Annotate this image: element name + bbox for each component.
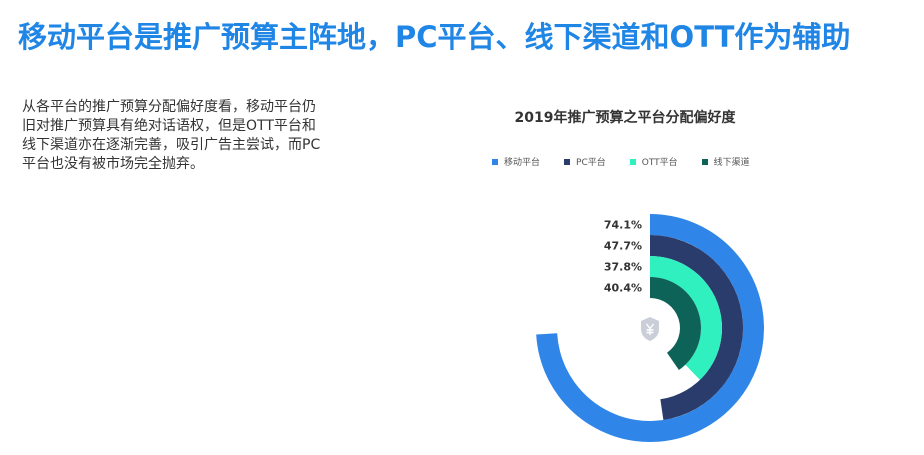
chart-legend: 移动平台 PC平台 OTT平台 线下渠道 [492,155,774,168]
arc-offline [650,277,701,371]
legend-item-offline: 线下渠道 [701,155,750,168]
legend-label: PC平台 [576,158,606,168]
legend-label: 线下渠道 [713,158,750,168]
arc-ott [650,256,723,380]
legend-label: 移动平台 [504,158,541,168]
legend-swatch [564,158,571,165]
legend-item-pc: PC平台 [564,155,606,168]
legend-swatch [492,158,498,165]
value-label-pc: 47.7% [604,240,642,253]
arcs-layer [536,214,765,442]
arc-pc [650,234,744,421]
value-labels: 74.1% 47.7% 37.8% 40.4% [604,219,642,295]
value-label-ott: 37.8% [604,261,642,274]
value-label-offline: 40.4% [604,282,642,295]
value-label-mobile: 74.1% [604,219,642,232]
shield-yen-icon [641,317,659,341]
page-title: 移动平台是推广预算主阵地，PC平台、线下渠道和OTT作为辅助 [18,20,851,54]
description-text: 从各平台的推广预算分配偏好度看，移动平台仍旧对推广预算具有绝对话语权，但是OTT… [22,99,321,172]
legend-swatch [629,158,636,165]
legend-item-mobile: 移动平台 [492,155,540,168]
legend-swatch [701,158,708,165]
chart-title: 2019年推广预算之平台分配偏好度 [514,110,736,126]
legend-item-ott: OTT平台 [629,155,678,168]
legend-label: OTT平台 [641,158,678,168]
